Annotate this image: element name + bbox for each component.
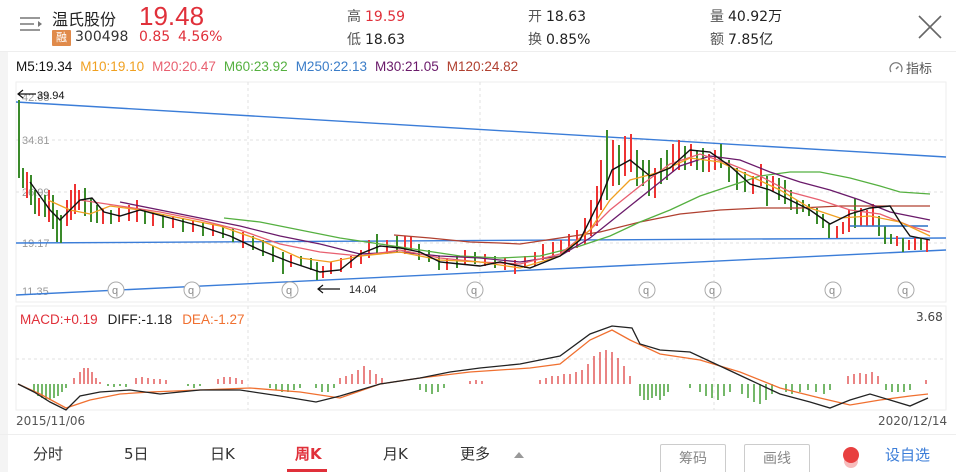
turnover-value: 0.85% [546,32,591,48]
q-marker: q [466,281,484,299]
svg-text:19.17: 19.17 [22,238,50,250]
kline-chart[interactable]: 42.63 34.81 26.99 19.17 11.35 39.94 14.0… [0,80,956,416]
q-marker: q [704,281,722,299]
volume-stat: 量 40.92万 [710,6,782,26]
tab-weekly-k[interactable]: 周K [295,445,322,463]
low-stat: 低 18.63 [347,29,405,49]
macd-value: MACD:+0.19 [20,312,98,327]
low-value: 18.63 [365,32,406,48]
ma120-label: M120:24.82 [446,59,519,74]
left-edge [0,52,8,472]
q-marker: q [638,281,656,299]
candles [18,100,928,280]
volume-value: 40.92万 [728,9,783,25]
svg-text:q: q [286,285,292,297]
volume-label: 量 [710,9,724,25]
tab-daily-k[interactable]: 日K [210,445,235,463]
caret-up-icon[interactable] [514,452,524,458]
svg-text:11.35: 11.35 [22,286,49,298]
q-marker: q [183,281,201,299]
stock-code: 300498 [75,29,129,45]
current-price: 19.48 [139,1,205,31]
stock-name: 温氏股份 [52,10,117,29]
active-tab-indicator [287,469,327,472]
svg-text:34.81: 34.81 [22,135,50,147]
q-marker: q [824,281,842,299]
amount-stat: 额 7.85亿 [710,29,773,49]
max-marker: 39.94 [17,89,65,102]
margin-badge: 融 [52,30,71,46]
high-value: 19.59 [365,9,406,25]
svg-text:39.94: 39.94 [37,90,65,102]
svg-text:14.04: 14.04 [349,284,377,296]
macd-legend: MACD:+0.19 DIFF:-1.18 DEA:-1.27 [20,312,254,327]
ma5-label: M5:19.34 [16,59,73,74]
amount-label: 额 [710,32,724,48]
amount-value: 7.85亿 [728,32,774,48]
tab-intraday[interactable]: 分时 [33,445,64,463]
open-label: 开 [528,9,542,25]
macd-max-value: 3.68 [916,310,943,324]
svg-text:q: q [902,285,908,297]
svg-text:q: q [471,285,477,297]
open-value: 18.63 [546,9,587,25]
q-marker: q [107,281,125,299]
q-marker: q [897,281,915,299]
tab-more[interactable]: 更多 [460,445,491,463]
tab-monthly-k[interactable]: 月K [383,445,408,463]
svg-text:q: q [112,285,118,297]
turnover-stat: 换 0.85% [528,29,590,49]
period-tabs: 分时 5日 日K 周K 月K 更多 筹码 画线 设自选 [0,434,956,472]
macd-histogram [33,350,927,404]
svg-text:q: q [829,285,835,297]
svg-text:q: q [709,285,715,297]
draw-line-button[interactable]: 画线 [744,444,810,472]
high-label: 高 [347,9,361,25]
indicator-label: 指标 [906,62,933,77]
high-stat: 高 19.59 [347,6,405,26]
ma30-label: M30:21.05 [375,59,439,74]
price-change: 0.85 [139,29,171,45]
ma60-label: M60:23.92 [223,59,288,74]
chips-button[interactable]: 筹码 [660,444,726,472]
ma10-label: M10:19.10 [80,59,145,74]
date-end: 2020/12/14 [878,414,948,428]
turnover-label: 换 [528,32,542,48]
open-stat: 开 18.63 [528,6,586,26]
svg-text:q: q [188,285,194,297]
ma-legend: M5:19.34 M10:19.10 M20:20.47 M60:23.92 M250:… [16,59,526,74]
ma250-label: M250:22.13 [295,59,367,74]
record-dot-icon[interactable] [843,447,859,463]
low-label: 低 [347,32,361,48]
ma20-label: M20:20.47 [152,59,216,74]
tab-5day[interactable]: 5日 [124,445,149,463]
q-marker: q [281,281,299,299]
min-marker: 14.04 [317,284,377,296]
close-icon[interactable] [915,12,945,42]
add-favorite-button[interactable]: 设自选 [885,446,931,464]
svg-text:q: q [643,285,649,297]
dea-value: DEA:-1.27 [182,312,245,327]
indicator-button[interactable]: 指标 [888,58,932,77]
y-label-top: 42.63 [22,92,50,104]
gauge-icon [889,61,903,72]
menu-icon[interactable] [18,14,44,34]
price-change-pct: 4.56% [178,29,223,45]
date-start: 2015/11/06 [16,414,86,428]
diff-value: DIFF:-1.18 [107,312,173,327]
